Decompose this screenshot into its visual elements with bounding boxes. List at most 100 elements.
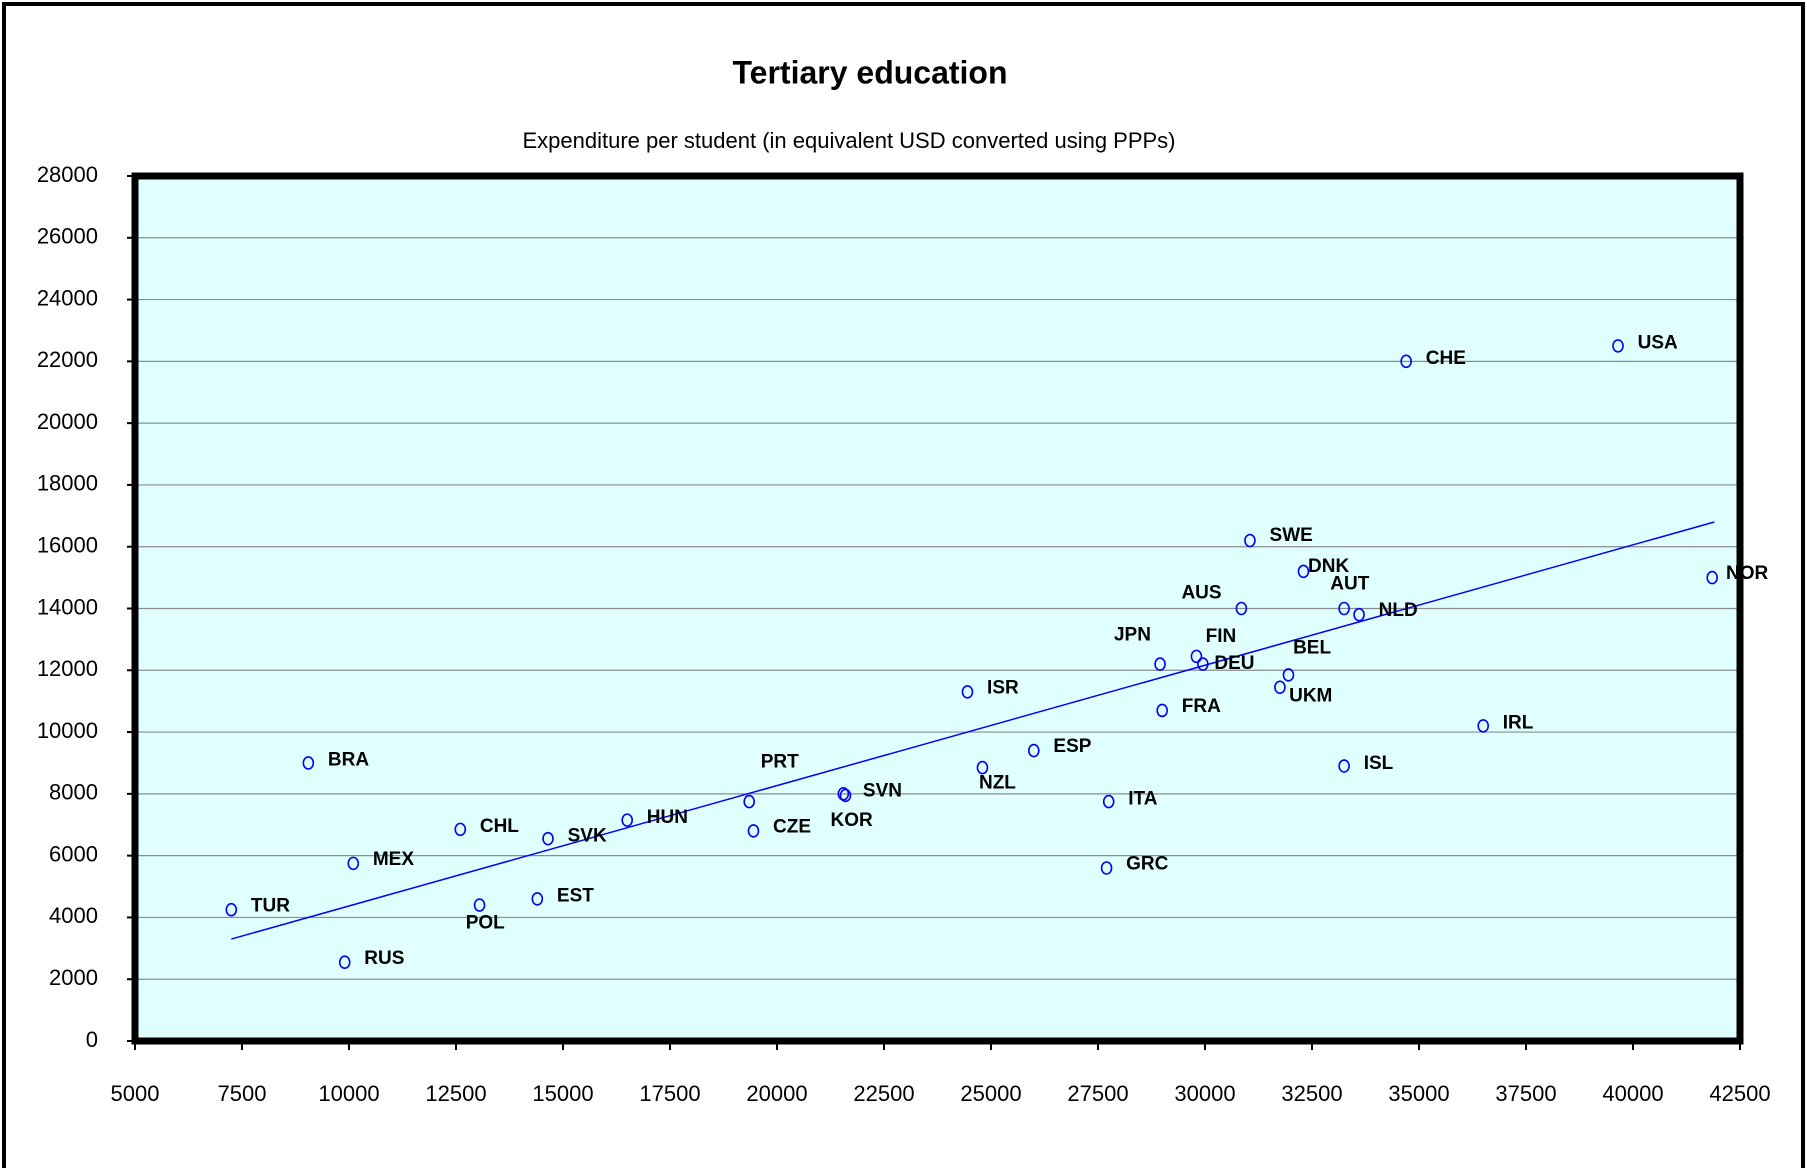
y-tick-label: 14000 bbox=[37, 594, 98, 619]
y-tick-label: 2000 bbox=[49, 965, 98, 990]
data-point bbox=[1338, 601, 1350, 616]
x-tick-label: 30000 bbox=[1174, 1081, 1235, 1106]
y-tick-label: 12000 bbox=[37, 656, 98, 681]
data-point bbox=[542, 831, 554, 846]
y-tick-label: 16000 bbox=[37, 533, 98, 558]
point-label: HUN bbox=[647, 807, 688, 828]
data-point bbox=[837, 787, 850, 801]
plot-border bbox=[131, 172, 1744, 1045]
point-label: CHE bbox=[1426, 348, 1466, 369]
chart-title: Tertiary education bbox=[732, 54, 1007, 90]
point-label: GRC bbox=[1126, 854, 1169, 875]
point-label: NLD bbox=[1379, 600, 1418, 621]
point-label: KOR bbox=[830, 810, 873, 831]
point-label: USA bbox=[1638, 333, 1678, 354]
data-point bbox=[743, 794, 755, 809]
point-label: CHL bbox=[480, 816, 519, 837]
data-point bbox=[1100, 861, 1113, 875]
y-tick-label: 0 bbox=[86, 1027, 98, 1052]
data-point bbox=[747, 824, 760, 838]
data-point bbox=[1338, 759, 1350, 773]
x-tick-label: 35000 bbox=[1388, 1081, 1449, 1106]
data-point bbox=[976, 760, 989, 775]
point-label: POL bbox=[466, 913, 505, 934]
data-point bbox=[1235, 601, 1248, 616]
point-label: ITA bbox=[1128, 788, 1157, 809]
data-point bbox=[1274, 680, 1286, 695]
data-point bbox=[1612, 339, 1624, 353]
data-point bbox=[1706, 570, 1718, 585]
trend-line bbox=[231, 521, 1715, 940]
data-point bbox=[1282, 668, 1295, 682]
point-label: ISL bbox=[1364, 753, 1394, 774]
data-point bbox=[473, 898, 486, 912]
data-point bbox=[1156, 703, 1168, 718]
point-label: SVN bbox=[863, 781, 902, 802]
point-label: PRT bbox=[761, 751, 799, 772]
data-point bbox=[1297, 564, 1310, 579]
x-tick-label: 17500 bbox=[639, 1081, 700, 1106]
data-point bbox=[454, 822, 467, 837]
y-tick-label: 18000 bbox=[37, 471, 98, 496]
point-label: AUS bbox=[1181, 583, 1221, 604]
point-label: FRA bbox=[1182, 696, 1221, 717]
data-point bbox=[1154, 657, 1166, 671]
chart-subtitle: Expenditure per student (in equivalent U… bbox=[522, 128, 1175, 153]
data-point bbox=[338, 955, 351, 970]
point-label: BRA bbox=[328, 750, 369, 771]
point-label: FIN bbox=[1206, 626, 1237, 647]
data-point bbox=[1028, 743, 1040, 758]
data-point bbox=[225, 902, 238, 917]
point-label: SVK bbox=[568, 825, 607, 846]
x-tick-label: 32500 bbox=[1281, 1081, 1342, 1106]
x-tick-label: 25000 bbox=[960, 1081, 1021, 1106]
data-point bbox=[1477, 719, 1489, 733]
y-tick-label: 20000 bbox=[37, 409, 98, 434]
y-tick-label: 6000 bbox=[49, 841, 98, 866]
x-tick-label: 12500 bbox=[425, 1081, 486, 1106]
data-point bbox=[961, 685, 974, 699]
data-point bbox=[347, 856, 360, 871]
x-tick-label: 22500 bbox=[853, 1081, 914, 1106]
data-point bbox=[1400, 354, 1412, 369]
point-label: TUR bbox=[251, 895, 290, 916]
data-point bbox=[1197, 657, 1209, 671]
point-label: EST bbox=[557, 886, 594, 907]
y-tick-label: 26000 bbox=[37, 224, 98, 249]
point-label: BEL bbox=[1293, 637, 1331, 658]
point-label: JPN bbox=[1114, 624, 1151, 645]
point-label: AUT bbox=[1330, 573, 1369, 594]
point-label: NZL bbox=[979, 773, 1016, 794]
x-tick-label: 37500 bbox=[1495, 1081, 1556, 1106]
point-label: MEX bbox=[373, 849, 415, 870]
y-tick-label: 24000 bbox=[37, 285, 98, 310]
y-tick-label: 4000 bbox=[49, 903, 98, 928]
y-tick-label: 8000 bbox=[49, 780, 98, 805]
data-point bbox=[1102, 794, 1115, 809]
x-tick-label: 40000 bbox=[1602, 1081, 1663, 1106]
y-tick-label: 10000 bbox=[37, 718, 98, 743]
x-tick-label: 5000 bbox=[111, 1081, 160, 1106]
data-point bbox=[1353, 607, 1365, 622]
point-label: NOR bbox=[1726, 563, 1769, 584]
point-label: ESP bbox=[1053, 736, 1091, 757]
point-label: SWE bbox=[1270, 525, 1313, 546]
x-tick-label: 27500 bbox=[1067, 1081, 1128, 1106]
data-point bbox=[1190, 649, 1203, 664]
point-label: IRL bbox=[1503, 713, 1534, 734]
data-point bbox=[621, 813, 634, 827]
x-tick-label: 7500 bbox=[218, 1081, 267, 1106]
data-point bbox=[531, 892, 544, 906]
y-tick-label: 22000 bbox=[37, 347, 98, 372]
data-point bbox=[1244, 533, 1256, 548]
point-label: DNK bbox=[1308, 556, 1349, 577]
x-tick-label: 20000 bbox=[746, 1081, 807, 1106]
data-point bbox=[302, 756, 315, 770]
point-label: ISR bbox=[987, 677, 1019, 698]
point-label: RUS bbox=[364, 948, 404, 969]
data-point bbox=[839, 788, 852, 803]
y-tick-label: 28000 bbox=[37, 162, 98, 187]
point-label: DEU bbox=[1214, 653, 1254, 674]
point-label: CZE bbox=[773, 816, 811, 837]
x-tick-label: 10000 bbox=[318, 1081, 379, 1106]
